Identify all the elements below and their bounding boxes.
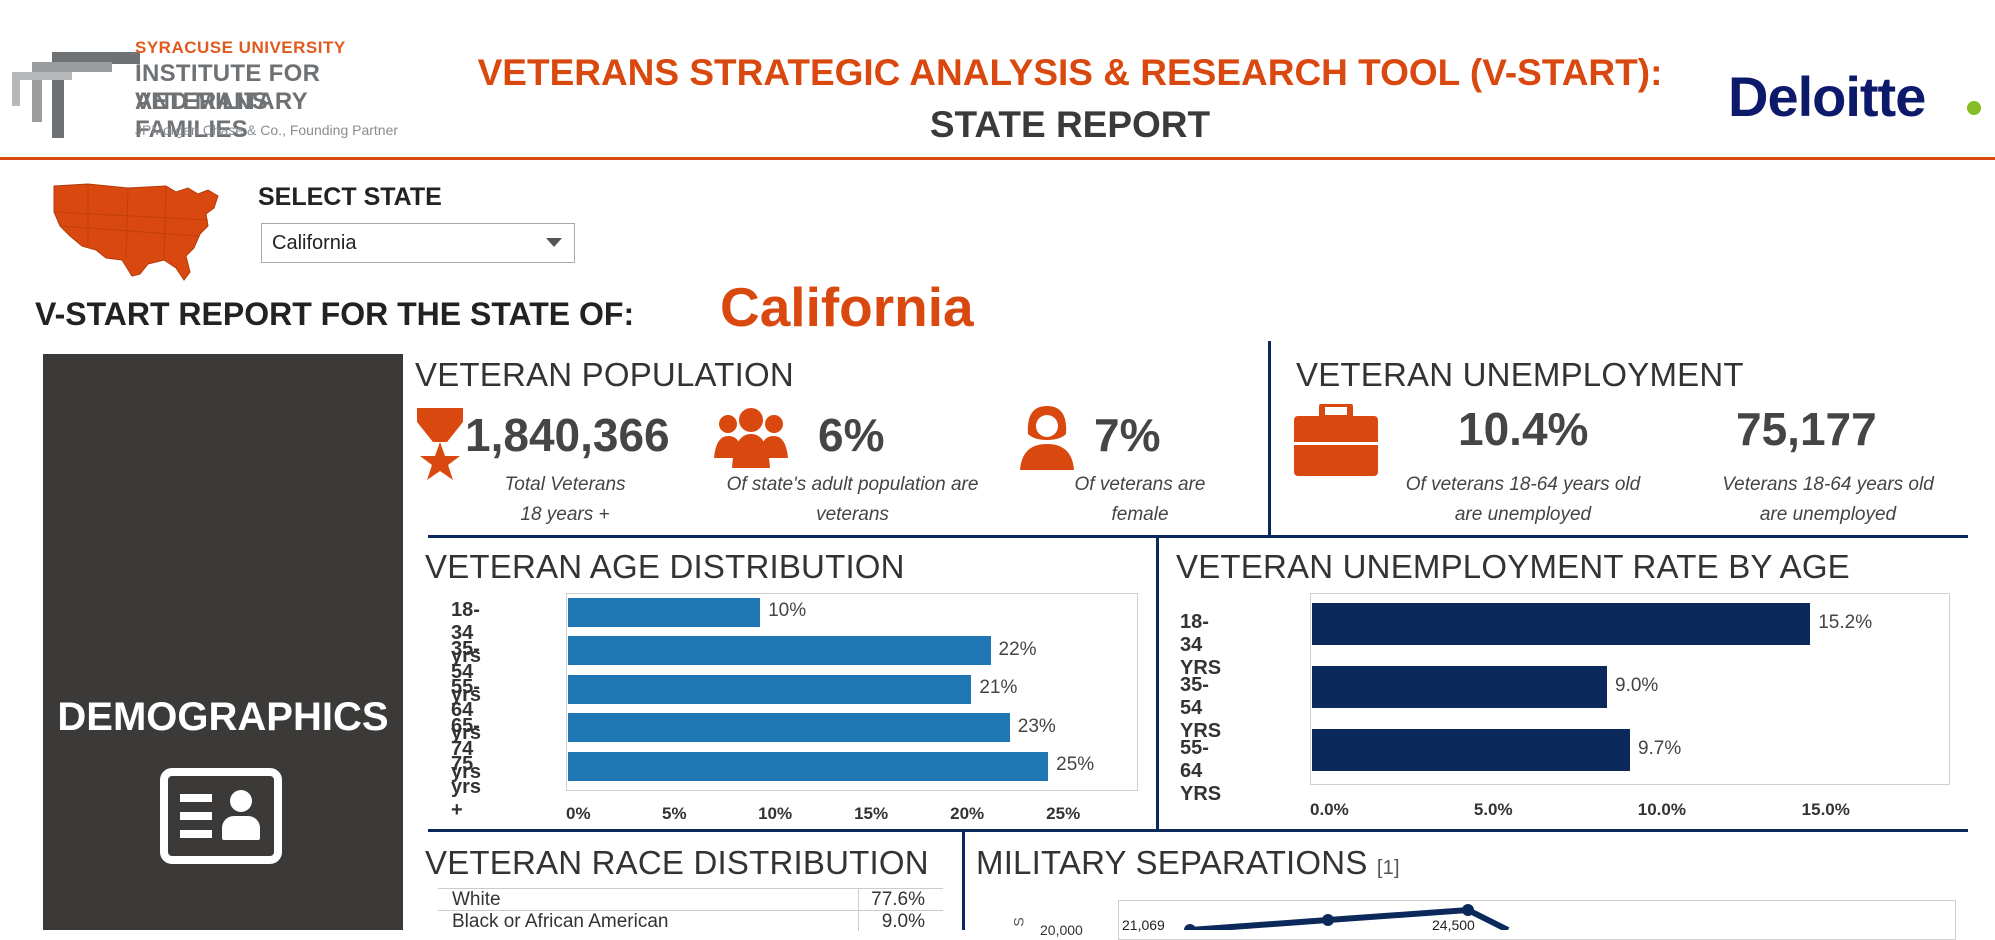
table-row: White 77.6% [438,889,943,931]
total-veterans-caption: Total Veterans 18 years + [504,474,626,525]
category-label: 65-74 yrs [451,714,482,783]
id-card-icon [160,768,282,864]
x-tick-label: 20% [950,804,985,823]
page-title: VETERANS STRATEGIC ANALYSIS & RESEARCH T… [477,52,1663,93]
unemployed-count-caption: Veterans 18-64 years old are unemployed [1722,474,1934,525]
chevron-down-icon[interactable] [546,238,562,247]
veteran-unemployment-title: VETERAN UNEMPLOYMENT [1296,356,1744,393]
total-veterans-value: 1,840,366 [465,409,670,461]
logo-institute-line1: INSTITUTE FOR VETERANS [135,60,321,115]
x-tick-label: 10% [758,804,793,823]
female-veteran-icon [1020,406,1074,470]
bar[interactable] [568,597,761,627]
category-label: 55-64 YRS [1180,737,1222,805]
section-divider-horizontal-1 [428,535,1968,538]
section-divider-vertical-3 [962,829,965,930]
section-divider-horizontal-2 [428,829,1968,832]
military-separations-label: MILITARY SEPARATIONS [976,844,1368,881]
female-share-caption: Of veterans are female [1074,474,1206,525]
data-label: 9.7% [1637,738,1682,759]
unemployed-count-value: 75,177 [1736,403,1877,455]
people-group-icon [714,408,788,468]
bar[interactable] [568,636,991,665]
x-tick-label: 10.0% [1637,800,1686,819]
bar[interactable] [568,751,1049,781]
separations-ytick: 20,000 [1040,922,1083,938]
institute-logo: SYRACUSE UNIVERSITY INSTITUTE FOR VETERA… [12,38,412,143]
race-value: 77.6% [871,889,925,910]
unemployment-by-age-plot [1310,593,1950,785]
data-label: 22% [998,638,1037,660]
race-label: Black or African American [452,911,669,932]
bar[interactable] [568,674,972,704]
race-table: White 77.6% Black or African American 9.… [438,888,943,932]
x-tick-label: 0.0% [1310,800,1349,819]
separations-data-label: 21,069 [1122,917,1165,933]
footnote-marker[interactable]: [1] [1376,857,1400,879]
unemployment-rate-value: 10.4% [1458,403,1589,455]
unemployment-rate-caption: Of veterans 18-64 years old are unemploy… [1405,474,1641,525]
deloitte-logo: Deloitte [1728,65,1926,128]
category-label: 75 yrs + [451,753,482,821]
data-label: 10% [768,600,807,621]
data-label: 9.0% [1615,675,1659,696]
select-state-label: SELECT STATE [258,183,442,211]
x-tick-label: 15% [854,804,889,823]
adult-share-caption: Of state's adult population are veterans [726,474,979,525]
separations-line [1184,904,1510,930]
page-subtitle: STATE REPORT [929,104,1211,145]
x-tick-label: 0% [566,804,591,823]
separations-data-label: 24,500 [1432,917,1475,933]
bar[interactable] [1312,666,1607,708]
x-tick-label: 5% [662,804,687,823]
female-share-value: 7% [1094,409,1161,461]
section-divider-vertical-2 [1156,535,1159,831]
briefcase-icon [1294,404,1378,476]
race-label: White [452,889,501,910]
data-label: 23% [1017,715,1056,737]
deloitte-dot-icon [1967,101,1981,115]
x-tick-label: 5.0% [1473,800,1513,819]
bar[interactable] [1312,603,1811,645]
bar[interactable] [568,713,1010,742]
age-distribution-plot [566,593,1138,791]
category-label: 35-54 yrs [451,637,482,706]
bar[interactable] [1312,729,1630,771]
medal-icon [417,408,463,480]
logo-partner: JPMorgan Chase & Co., Founding Partner [135,122,399,138]
age-distribution-title: VETERAN AGE DISTRIBUTION [425,548,905,585]
state-dropdown-value: California [272,232,357,254]
separations-yaxis-label: S [1010,917,1027,927]
demographics-title: DEMOGRAPHICS [57,695,389,739]
data-label: 15.2% [1818,612,1873,633]
unemployment-by-age-title: VETERAN UNEMPLOYMENT RATE BY AGE [1176,548,1850,585]
x-tick-label: 25% [1046,804,1081,823]
race-value: 9.0% [881,911,925,932]
veteran-population-title: VETERAN POPULATION [415,356,794,393]
data-label: 21% [979,677,1018,698]
category-label: 35-54 YRS [1180,674,1222,742]
military-separations-title: MILITARY SEPARATIONS [1] [976,844,1400,882]
header-divider [0,157,1995,160]
usa-map-icon [53,183,219,281]
category-label: 18-34 YRS [1180,611,1222,679]
logo-institute-line2: AND MILITARY FAMILIES [135,88,308,143]
report-for-state-label: V-START REPORT FOR THE STATE OF: [35,296,635,332]
category-label: 18-34 yrs [451,599,482,667]
adult-share-value: 6% [818,409,885,461]
logo-university: SYRACUSE UNIVERSITY [135,38,346,57]
logo-mark-icon [12,52,140,138]
report-state-name: California [720,276,974,338]
section-divider-vertical [1268,341,1271,535]
x-tick-label: 15.0% [1801,800,1850,819]
race-distribution-title: VETERAN RACE DISTRIBUTION [425,844,929,881]
data-label: 25% [1056,754,1095,775]
category-label: 55-64 yrs [451,676,482,744]
table-row: Black or African American 9.0% [438,910,943,932]
state-dropdown[interactable]: California [261,223,575,263]
